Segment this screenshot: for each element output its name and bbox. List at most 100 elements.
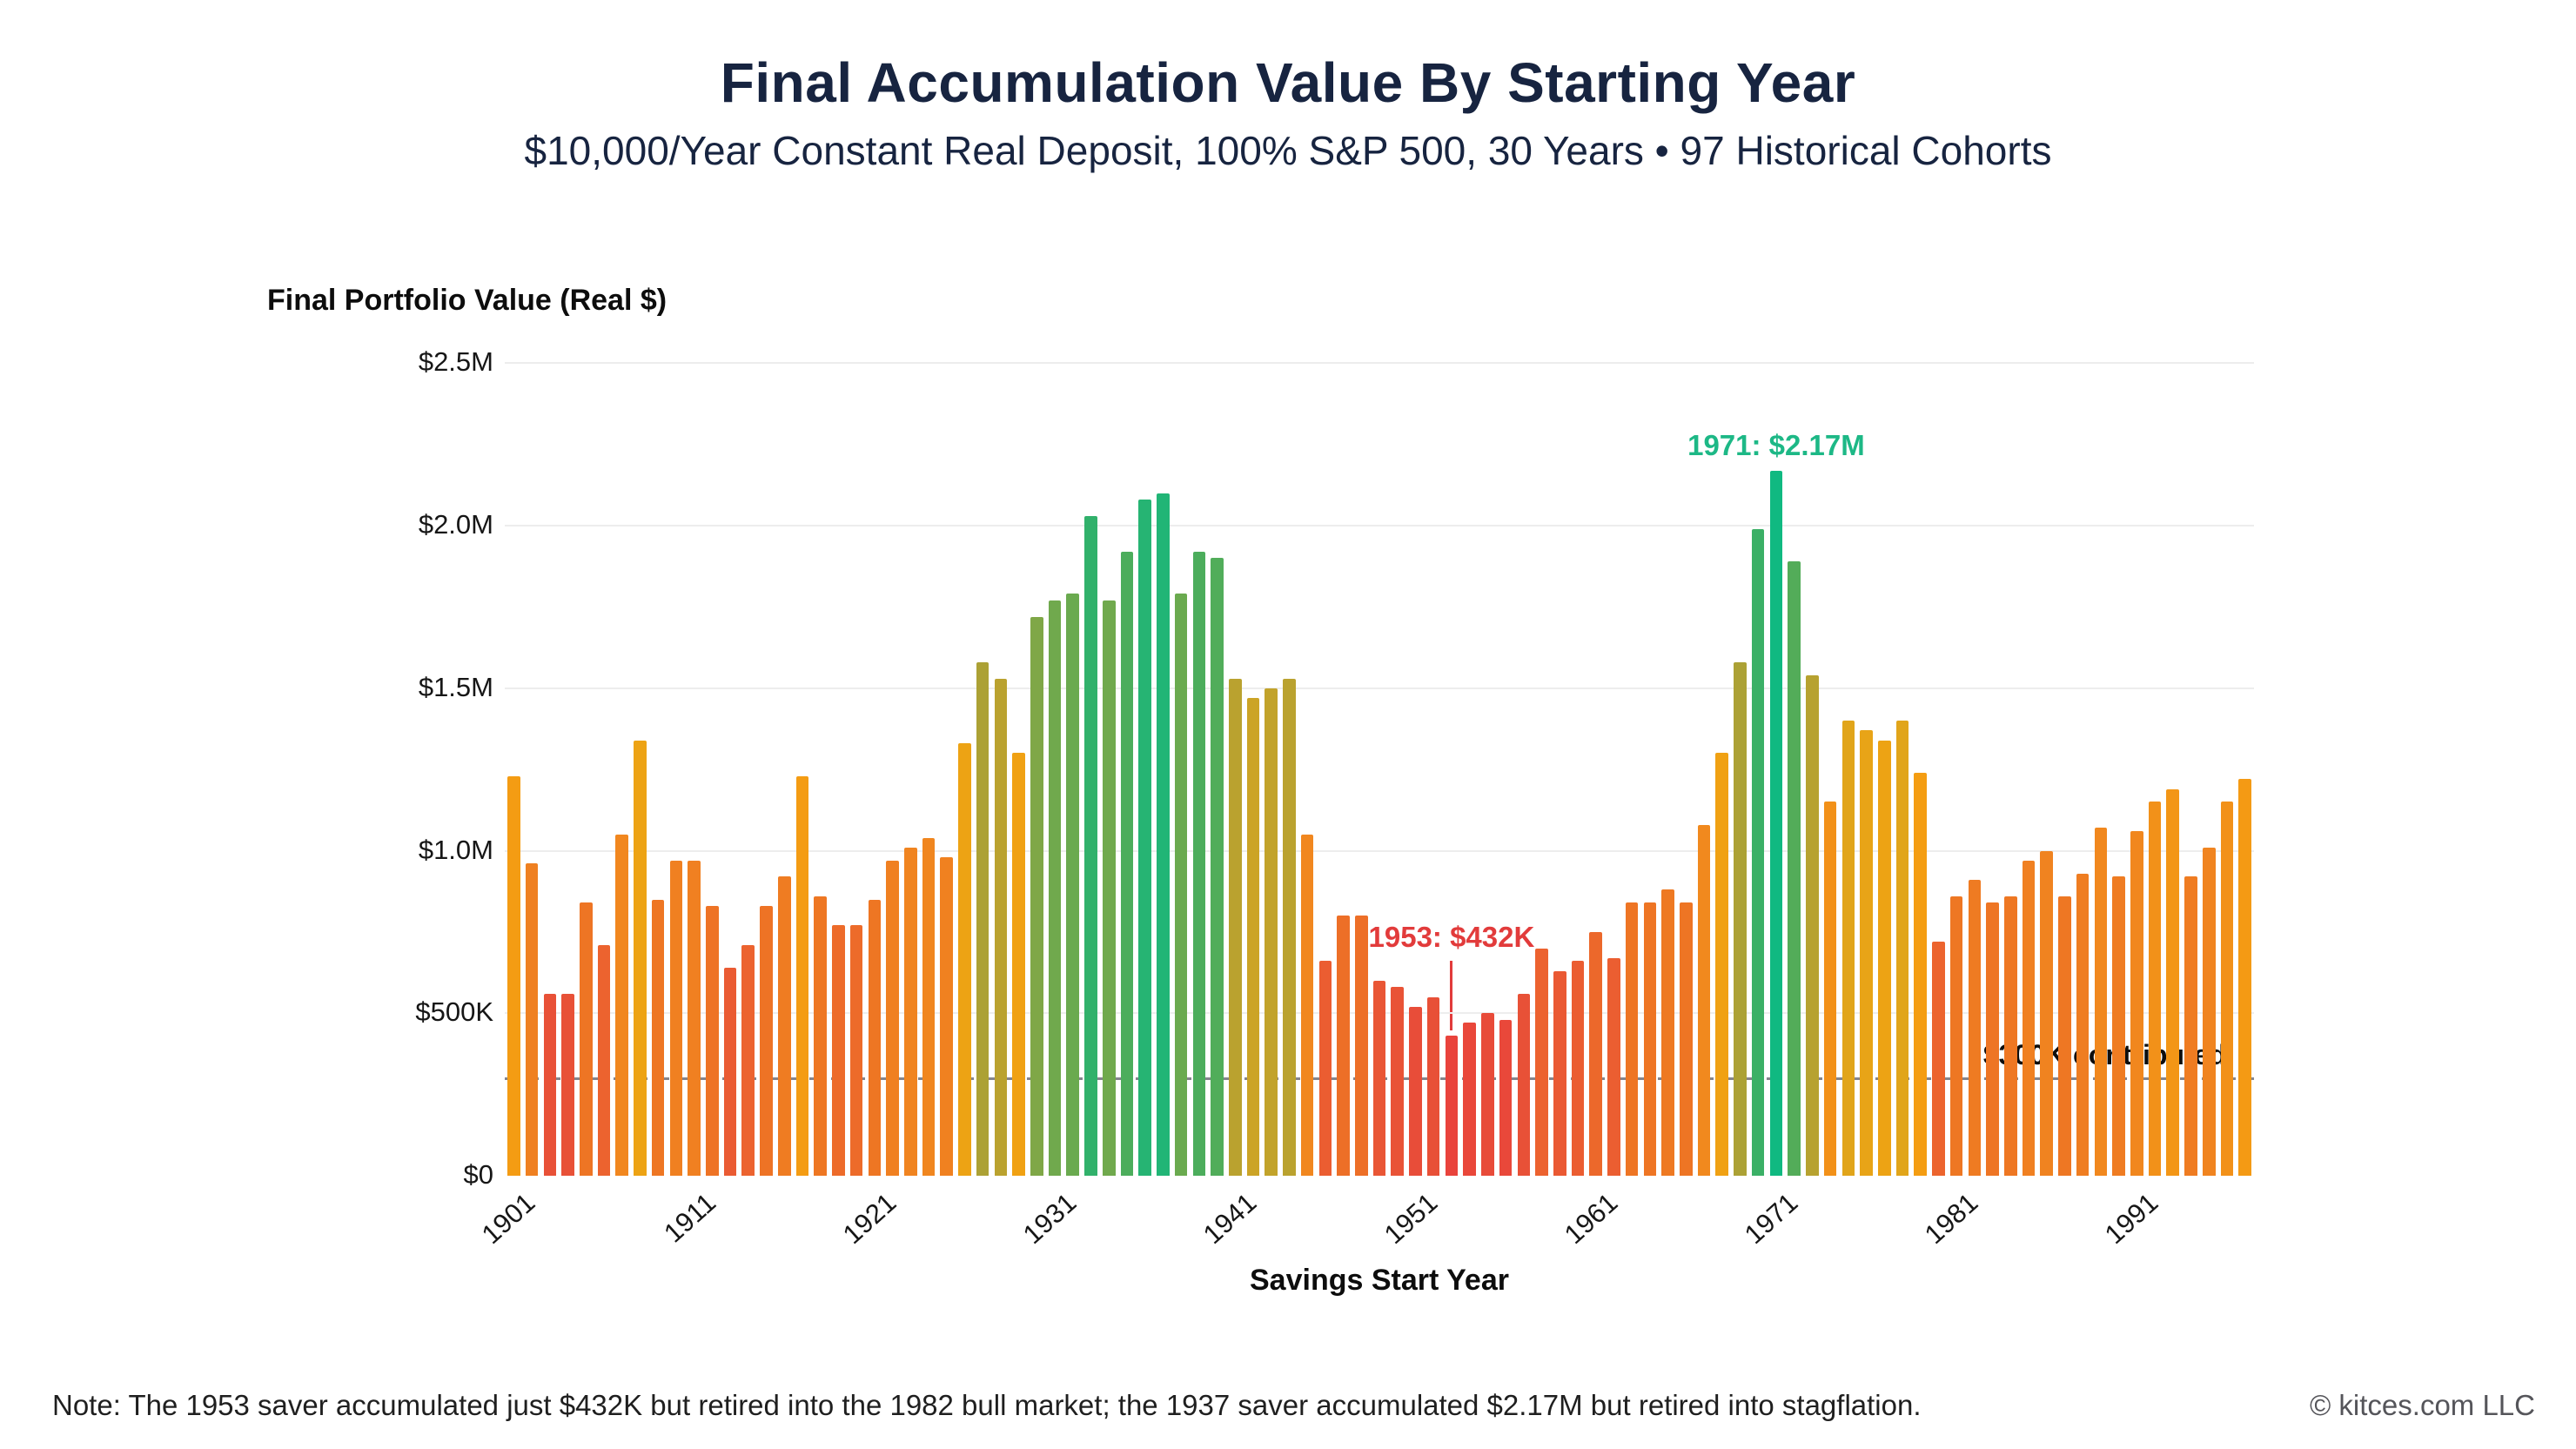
bar-1913	[723, 967, 737, 1176]
bar-1974	[1823, 802, 1837, 1176]
y-tick-label: $1.0M	[418, 834, 493, 865]
chart-subtitle: $10,000/Year Constant Real Deposit, 100%…	[524, 128, 2052, 173]
bar-1901	[507, 775, 520, 1176]
bar-1926	[958, 743, 971, 1176]
bar-1920	[849, 925, 863, 1176]
bar-1916	[777, 876, 791, 1176]
chart-title: Final Accumulation Value By Starting Yea…	[720, 51, 1856, 114]
bar-1997	[2238, 779, 2251, 1176]
bar-1914	[741, 944, 755, 1176]
bar-1912	[706, 905, 719, 1176]
bar-1973	[1806, 674, 1819, 1176]
bar-1907	[615, 834, 629, 1176]
gridline-$2.5M	[505, 362, 2254, 365]
bar-1930	[1030, 616, 1043, 1176]
bar-1935	[1120, 551, 1134, 1176]
bar-1992	[2148, 802, 2162, 1176]
bar-1946	[1318, 961, 1332, 1176]
bar-1910	[669, 860, 683, 1176]
bar-1954	[1463, 1023, 1476, 1176]
bar-1995	[2202, 847, 2216, 1176]
x-tick-label-1941: 1941	[1197, 1187, 1263, 1251]
x-tick-label-1931: 1931	[1016, 1187, 1083, 1251]
bar-1925	[940, 856, 953, 1176]
bar-1917	[795, 775, 809, 1176]
y-tick-label: $500K	[415, 996, 493, 1028]
bar-1932	[1066, 594, 1080, 1176]
bar-1993	[2166, 788, 2180, 1176]
x-tick-label-1901: 1901	[476, 1187, 541, 1251]
y-tick-label: $0	[463, 1159, 493, 1190]
bar-1956	[1499, 1019, 1513, 1176]
bar-1964	[1643, 902, 1657, 1176]
bar-1967	[1697, 824, 1711, 1176]
bar-1950	[1391, 987, 1405, 1176]
bar-1904	[561, 993, 574, 1176]
bar-1994	[2184, 876, 2197, 1176]
bar-1943	[1265, 688, 1278, 1176]
bar-1984	[2003, 896, 2017, 1176]
bar-1936	[1138, 500, 1151, 1176]
bar-1953	[1445, 1035, 1459, 1176]
bar-1986	[2040, 850, 2054, 1176]
footnote: Note: The 1953 saver accumulated just $4…	[52, 1389, 1922, 1421]
bar-1919	[832, 925, 845, 1176]
bar-1948	[1355, 916, 1368, 1176]
x-axis-title: Savings Start Year	[1250, 1264, 1509, 1297]
bar-1922	[886, 860, 899, 1176]
y-tick-label: $1.5M	[418, 671, 493, 702]
bar-1987	[2058, 896, 2071, 1176]
bar-1975	[1841, 721, 1855, 1176]
bar-1938	[1174, 594, 1188, 1176]
bar-1902	[525, 863, 539, 1176]
copyright: © kitces.com LLC	[2309, 1389, 2535, 1421]
bar-1980	[1932, 942, 1945, 1176]
bar-1934	[1102, 600, 1116, 1176]
x-tick-label-1991: 1991	[2099, 1187, 2164, 1251]
x-tick-label-1961: 1961	[1558, 1187, 1624, 1251]
bar-1903	[543, 993, 557, 1176]
bar-1976	[1860, 730, 1873, 1176]
trough-annotation: 1953: $432K	[1368, 921, 1535, 953]
bar-1989	[2094, 828, 2108, 1176]
x-tick-label-1981: 1981	[1918, 1187, 1984, 1251]
bar-1947	[1337, 916, 1350, 1176]
bar-1963	[1625, 902, 1639, 1176]
bar-1949	[1372, 980, 1386, 1176]
bar-1944	[1283, 678, 1296, 1176]
bar-1961	[1589, 931, 1602, 1176]
bar-1911	[688, 860, 701, 1176]
bar-1942	[1246, 697, 1260, 1176]
bar-1983	[1986, 902, 1999, 1176]
bar-1996	[2220, 802, 2234, 1176]
bar-1908	[634, 740, 647, 1176]
bar-1977	[1877, 740, 1891, 1176]
bar-1978	[1895, 721, 1909, 1176]
bar-1915	[760, 905, 773, 1176]
bar-1965	[1661, 889, 1674, 1176]
bar-1923	[903, 847, 917, 1176]
bar-1959	[1553, 970, 1566, 1176]
bar-1939	[1192, 551, 1206, 1176]
bar-1933	[1084, 515, 1097, 1176]
bar-1909	[651, 899, 665, 1176]
x-tick-label-1921: 1921	[836, 1187, 902, 1251]
bar-1906	[597, 944, 611, 1176]
gridline-$1.5M	[505, 687, 2254, 689]
bar-1981	[1949, 896, 1963, 1176]
bar-1969	[1734, 661, 1747, 1176]
bar-1960	[1571, 961, 1585, 1176]
bar-1966	[1680, 902, 1693, 1176]
bar-1971	[1769, 470, 1783, 1176]
bar-1979	[1914, 772, 1927, 1176]
bar-1957	[1517, 993, 1531, 1176]
bar-1990	[2112, 876, 2125, 1176]
bar-1921	[868, 899, 882, 1176]
trough-annotation-line	[1450, 961, 1453, 1030]
bar-1918	[814, 896, 827, 1176]
gridline-$2.0M	[505, 525, 2254, 527]
bar-1955	[1481, 1013, 1494, 1176]
bar-1991	[2130, 831, 2143, 1176]
x-tick-label-1911: 1911	[658, 1187, 722, 1249]
